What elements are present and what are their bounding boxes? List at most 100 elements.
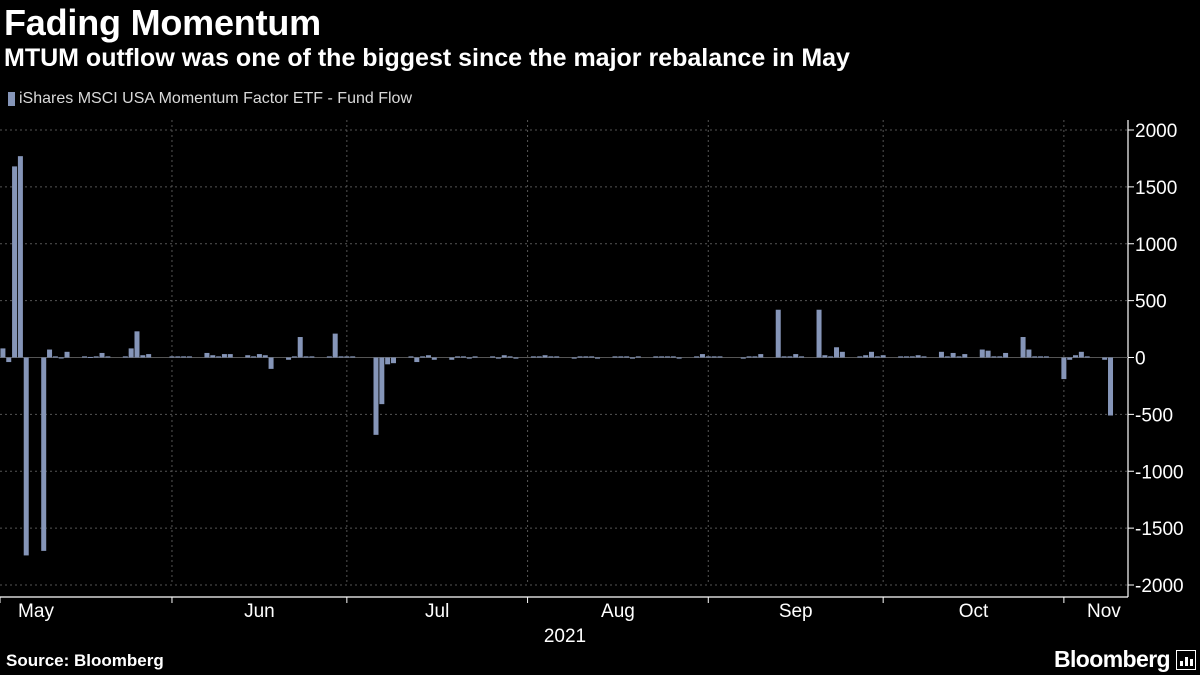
bar — [1102, 357, 1108, 360]
bar — [12, 166, 18, 358]
bar — [338, 356, 344, 358]
bar — [140, 355, 146, 358]
bar — [460, 356, 466, 358]
x-tick-label: May — [18, 601, 54, 622]
bar — [997, 356, 1003, 358]
bar — [635, 356, 641, 358]
bar — [775, 309, 781, 358]
chart-subtitle: MTUM outflow was one of the biggest sinc… — [4, 44, 850, 72]
source-note: Source: Bloomberg — [6, 651, 164, 670]
bar — [146, 354, 152, 358]
bar — [286, 357, 292, 360]
bar — [221, 354, 227, 358]
bar — [659, 356, 665, 358]
bar — [1108, 357, 1114, 416]
bar — [204, 352, 210, 358]
bar — [1043, 356, 1049, 358]
bloomberg-chart-icon — [1176, 649, 1196, 670]
y-tick-label: 0 — [1135, 349, 1146, 370]
y-tick-label: 500 — [1135, 292, 1167, 313]
bar — [169, 356, 175, 358]
bar — [186, 356, 192, 358]
bar — [787, 356, 793, 358]
bar — [839, 351, 845, 358]
bar — [1073, 355, 1079, 358]
bar — [1067, 357, 1073, 360]
bar — [1020, 337, 1026, 358]
bar — [938, 351, 944, 358]
bar — [466, 357, 472, 359]
x-tick-label: Sep — [779, 601, 813, 622]
bar — [793, 354, 799, 358]
bar — [64, 351, 70, 358]
bar — [99, 352, 105, 358]
y-tick-label: 1000 — [1135, 235, 1177, 256]
bar — [536, 356, 542, 358]
bar — [332, 333, 338, 358]
bar — [554, 356, 560, 358]
y-tick-label: -500 — [1135, 405, 1173, 426]
bar — [175, 356, 181, 358]
bar — [297, 337, 303, 358]
bar — [420, 356, 426, 358]
bar — [449, 357, 455, 360]
bar — [58, 357, 64, 359]
bar — [583, 356, 589, 358]
bar — [268, 357, 274, 369]
x-tick-label: Oct — [959, 601, 989, 622]
bar — [758, 354, 764, 358]
bar — [513, 357, 519, 359]
bar — [23, 357, 29, 556]
bar — [863, 355, 869, 358]
bar — [128, 348, 134, 358]
bar — [134, 331, 140, 358]
bar — [1084, 356, 1090, 358]
bar — [530, 356, 536, 358]
bar — [944, 356, 950, 358]
bar — [6, 357, 12, 363]
bar — [822, 355, 828, 358]
bar — [303, 356, 309, 358]
bar — [699, 354, 705, 358]
brand-name: Bloomberg — [1054, 646, 1171, 672]
y-tick-label: 1500 — [1135, 178, 1177, 199]
legend-label: iShares MSCI USA Momentum Factor ETF - F… — [19, 90, 412, 107]
bar — [874, 356, 880, 358]
bar — [1061, 357, 1067, 380]
bar — [251, 356, 257, 358]
legend-swatch — [8, 92, 15, 106]
y-tick-label: 2000 — [1135, 121, 1177, 142]
bar — [595, 357, 601, 359]
bar — [903, 356, 909, 358]
bar — [898, 356, 904, 358]
bar — [962, 354, 968, 358]
bar — [344, 356, 350, 358]
bar — [262, 355, 268, 358]
y-tick-label: -2000 — [1135, 576, 1184, 597]
bar — [577, 356, 583, 358]
bar — [799, 356, 805, 358]
bar — [1078, 351, 1084, 358]
bar — [122, 356, 128, 358]
bar — [52, 356, 58, 358]
bar — [740, 357, 746, 359]
bar — [985, 350, 991, 358]
bar — [507, 356, 513, 358]
bar — [857, 356, 863, 358]
bar — [781, 356, 787, 358]
x-tick-label: Nov — [1087, 601, 1121, 622]
bar — [880, 355, 886, 358]
bar — [414, 357, 420, 363]
bar — [653, 356, 659, 358]
bar — [548, 356, 554, 358]
bar — [1032, 356, 1038, 358]
bar — [752, 356, 758, 358]
bar — [245, 355, 251, 358]
y-tick-label: -1000 — [1135, 462, 1184, 483]
bar — [326, 356, 332, 358]
bar — [746, 356, 752, 358]
bar — [390, 357, 396, 364]
bar — [921, 356, 927, 358]
bar — [612, 356, 618, 358]
x-tick-label: Jun — [244, 601, 275, 622]
